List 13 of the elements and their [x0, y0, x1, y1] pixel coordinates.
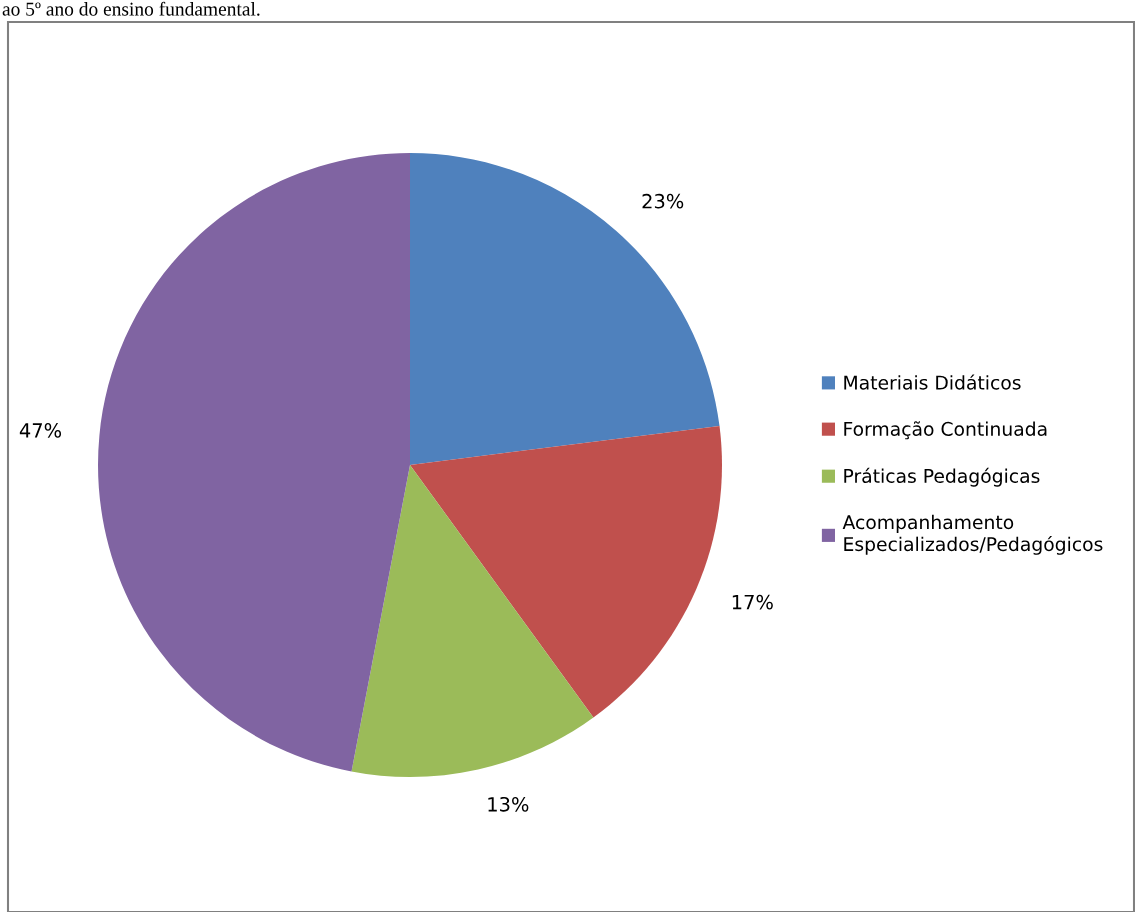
legend-label: Acompanhamento Especializados/Pedagógicos — [842, 514, 1103, 555]
legend-label: Materiais Didáticos — [844, 374, 1021, 390]
data-label: 13% — [488, 796, 529, 812]
pie-slice — [410, 153, 720, 465]
data-label: 47% — [19, 423, 62, 438]
legend-label: Práticas Pedagógicas — [844, 467, 1040, 487]
pie-slice — [351, 465, 594, 777]
data-label: 17% — [732, 594, 773, 610]
legend-label: Formação Continuada — [844, 421, 1047, 440]
pie-slice — [98, 153, 410, 772]
text: ao 5º ano do ensino fundamental. — [2, 1, 260, 16]
pie-slice — [410, 425, 722, 718]
data-label: 23% — [642, 193, 684, 209]
